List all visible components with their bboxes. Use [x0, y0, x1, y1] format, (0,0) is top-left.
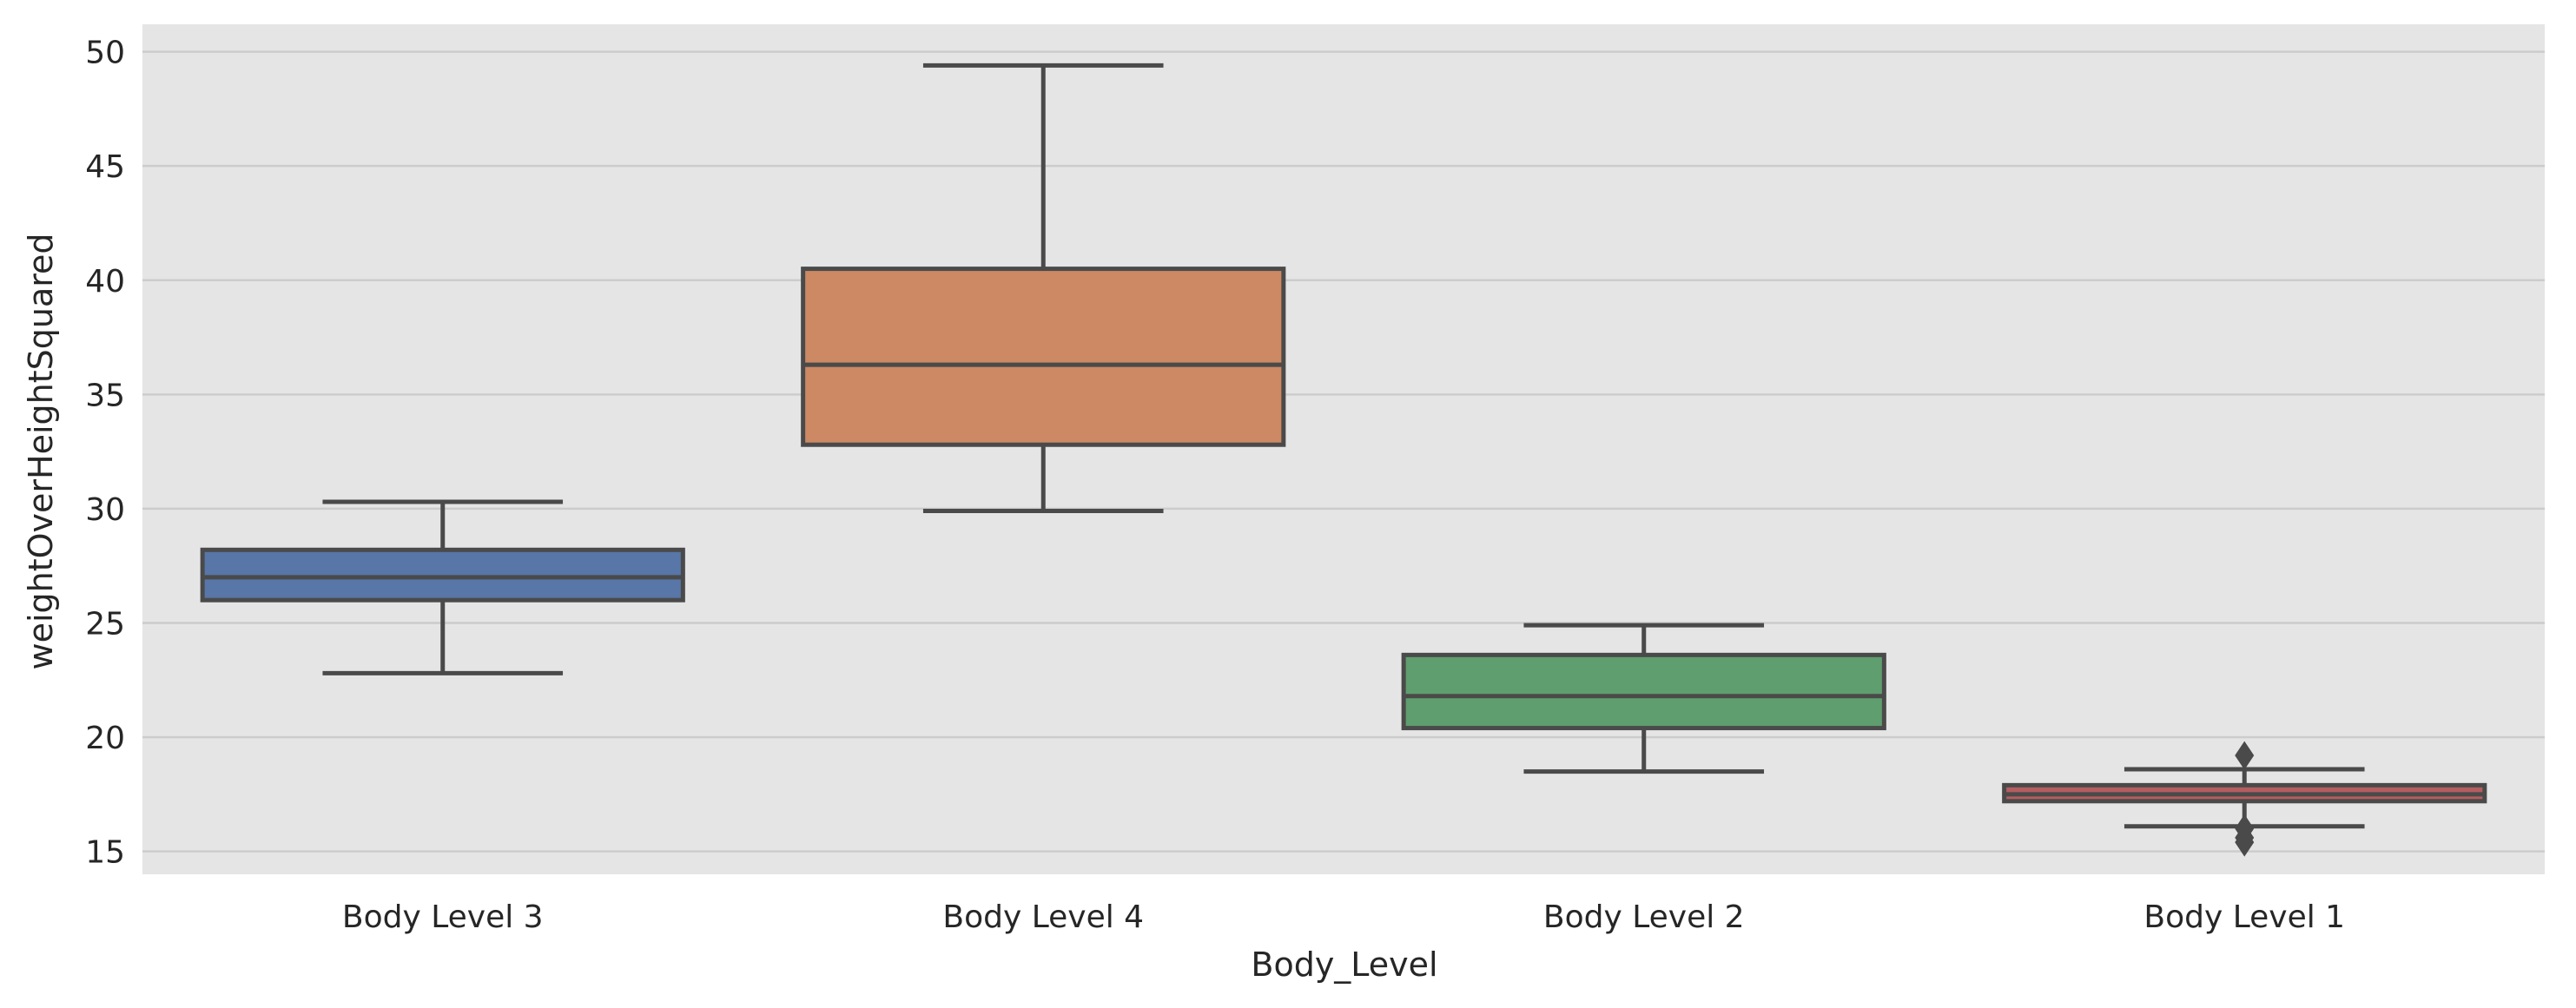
box-body-level-4 [801, 63, 1286, 514]
y-gridlines [142, 50, 2545, 853]
box-iqr [801, 267, 1286, 447]
y-tick-label: 30 [85, 492, 125, 528]
outlier-marker [2235, 741, 2255, 770]
x-tick-label: Body Level 3 [342, 899, 544, 935]
x-tick-label: Body Level 2 [1543, 899, 1745, 935]
y-tick-label: 15 [85, 835, 125, 871]
box-iqr [1401, 652, 1886, 731]
y-tick-label: 35 [85, 378, 125, 413]
y-tick-labels: 15 20 25 30 35 40 45 50 [85, 36, 125, 871]
outlier-marker [2235, 827, 2255, 857]
x-tick-label: Body Level 1 [2143, 899, 2345, 935]
y-axis-label: weightOverHeightSquared [22, 233, 60, 669]
box-body-level-3 [200, 499, 685, 675]
box-body-level-1 [2002, 741, 2487, 857]
y-tick-label: 25 [85, 607, 125, 642]
x-tick-label: Body Level 4 [942, 899, 1144, 935]
box-body-level-2 [1401, 623, 1886, 774]
y-tick-label: 50 [85, 36, 125, 71]
plot-background [142, 24, 2545, 874]
box-iqr [200, 547, 685, 603]
x-tick-labels: Body Level 3 Body Level 4 Body Level 2 Body… [342, 899, 2345, 935]
box-series [200, 63, 2487, 857]
y-tick-label: 45 [85, 149, 125, 185]
x-axis-label: Body_Level [1251, 945, 1437, 984]
y-tick-label: 20 [85, 721, 125, 756]
y-tick-label: 40 [85, 264, 125, 300]
